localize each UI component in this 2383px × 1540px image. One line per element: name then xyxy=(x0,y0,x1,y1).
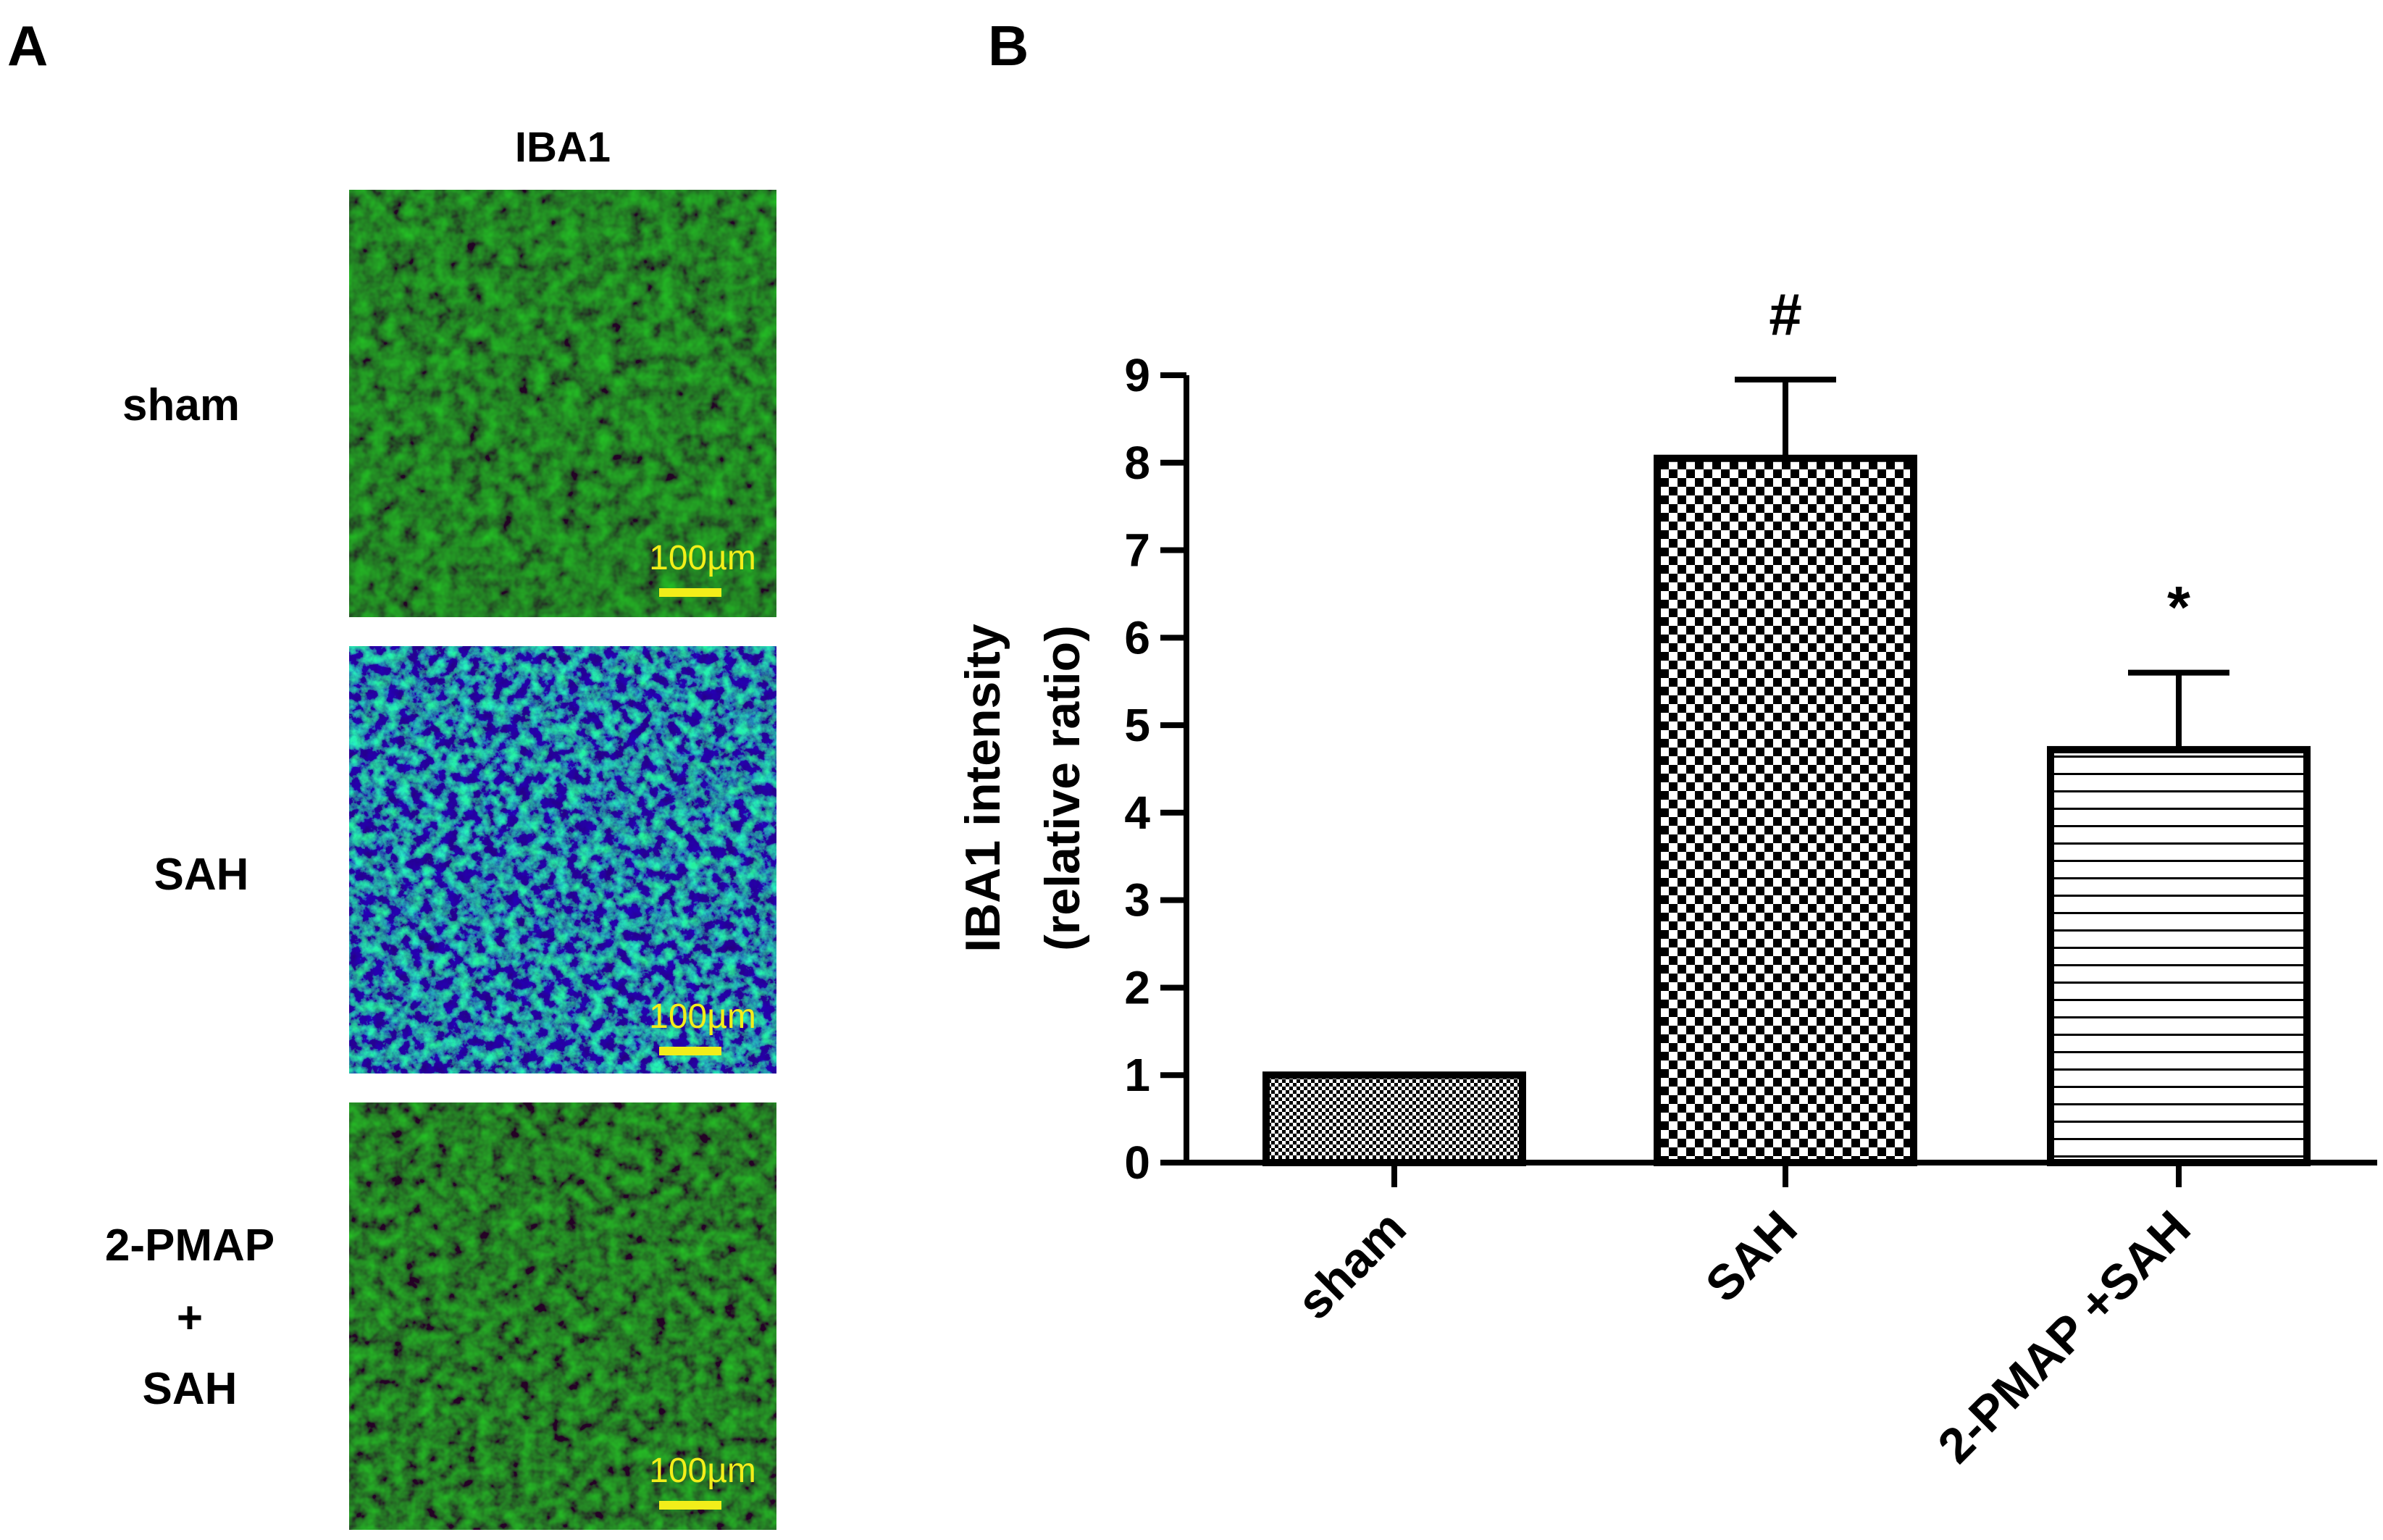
micrograph-2pmap-sah: 100µm xyxy=(349,1102,776,1530)
y-tick-label: 8 xyxy=(1124,437,1150,489)
y-tick-label: 6 xyxy=(1124,611,1150,664)
scale-bar-label: 100µm xyxy=(649,1452,756,1490)
y-tick-label: 3 xyxy=(1124,874,1150,926)
x-category-label: 2-PMAP +SAH xyxy=(1927,1200,2201,1474)
y-tick-label: 9 xyxy=(1124,349,1150,401)
bar xyxy=(1654,454,1917,1166)
row-label-sham: sham xyxy=(122,380,240,430)
micrograph-sham: 100µm xyxy=(349,190,776,617)
row-label-2pmap-line1: 2-PMAP xyxy=(105,1221,275,1271)
row-label-2pmap-line2: + xyxy=(177,1293,203,1343)
row-label-2pmap-line3: SAH xyxy=(143,1364,238,1414)
bar-chart: IBA1 intensity (relative ratio) 0 1 2 3 4 5 6 7… xyxy=(955,282,2377,1473)
panel-a-letter: A xyxy=(7,14,48,78)
y-tick-label: 4 xyxy=(1124,787,1150,839)
y-axis-title-line1: IBA1 intensity xyxy=(955,624,1010,953)
y-tick-label: 7 xyxy=(1124,524,1150,577)
y-tick-label: 1 xyxy=(1124,1049,1150,1101)
micrograph-sah: 100µm xyxy=(349,646,776,1074)
y-tick-label: 5 xyxy=(1124,699,1150,751)
y-tick-label: 0 xyxy=(1124,1137,1150,1189)
significance-mark: # xyxy=(1769,282,1802,348)
scale-bar-label: 100µm xyxy=(649,539,756,577)
row-label-sah: SAH xyxy=(154,850,249,900)
x-category-label: sham xyxy=(1286,1200,1416,1330)
y-axis-title-line2: (relative ratio) xyxy=(1035,625,1090,951)
x-category-label: SAH xyxy=(1695,1200,1807,1313)
significance-mark: * xyxy=(2167,575,2190,641)
column-header: IBA1 xyxy=(515,124,611,171)
y-tick-label: 2 xyxy=(1124,961,1150,1013)
panel-b-letter: B xyxy=(988,14,1029,78)
bar xyxy=(2047,745,2311,1166)
bar xyxy=(1262,1071,1526,1166)
scale-bar-label: 100µm xyxy=(649,997,756,1036)
